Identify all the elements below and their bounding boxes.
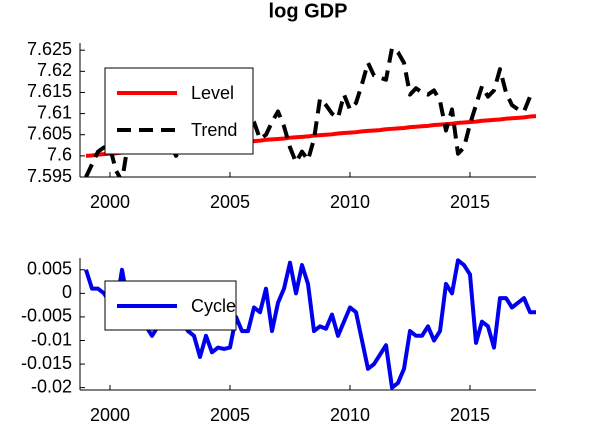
y-tick-label: 0.005 xyxy=(27,259,72,279)
x-tick-label: 2010 xyxy=(330,192,370,212)
x-tick-label: 2015 xyxy=(450,192,490,212)
x-tick-label: 2000 xyxy=(90,192,130,212)
legend-label: Trend xyxy=(191,120,237,140)
x-tick-label: 2010 xyxy=(330,405,370,425)
y-tick-label: -0.015 xyxy=(21,353,72,373)
y-tick-label: 7.61 xyxy=(37,102,72,122)
y-tick-label: 7.62 xyxy=(37,60,72,80)
x-tick-label: 2000 xyxy=(90,405,130,425)
y-tick-label: 7.625 xyxy=(27,39,72,59)
y-tick-label: 7.605 xyxy=(27,123,72,143)
x-tick-label: 2005 xyxy=(210,192,250,212)
legend-label: Cycle xyxy=(191,296,236,316)
y-tick-label: 7.595 xyxy=(27,166,72,186)
x-tick-label: 2015 xyxy=(450,405,490,425)
chart-title: log GDP xyxy=(269,0,348,22)
legend-label: Level xyxy=(191,83,234,103)
y-tick-label: -0.02 xyxy=(31,376,72,396)
x-tick-label: 2005 xyxy=(210,405,250,425)
y-tick-label: 7.6 xyxy=(47,145,72,165)
y-tick-label: 7.615 xyxy=(27,81,72,101)
y-tick-label: -0.01 xyxy=(31,329,72,349)
legend-box xyxy=(104,67,254,155)
y-tick-label: 0 xyxy=(62,282,72,302)
y-tick-label: -0.005 xyxy=(21,306,72,326)
